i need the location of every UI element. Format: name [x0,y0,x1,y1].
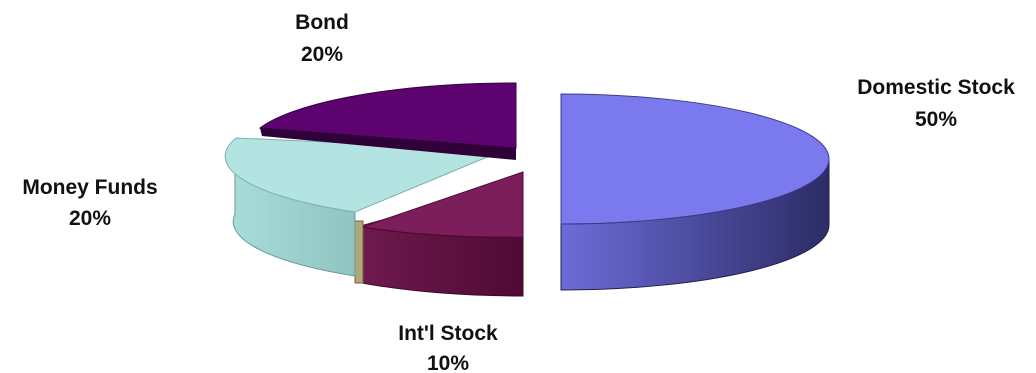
slice-money-funds-top [224,137,505,213]
label-domestic-stock-value: 50% [915,108,957,131]
slice-intl-stock-top [361,171,524,238]
slice-domestic-stock-top [560,93,830,225]
label-bond-value: 20% [301,43,343,66]
slice-bond-top [258,82,517,149]
label-intl-stock-value: 10% [427,352,469,373]
label-intl-stock-name: Int'l Stock [398,322,498,345]
label-money-funds-value: 20% [69,207,111,230]
slice-bond-edge [260,128,516,160]
label-bond-name: Bond [295,11,349,34]
label-money-funds-name: Money Funds [22,176,157,199]
label-domestic-stock-name: Domestic Stock [857,76,1015,99]
slice-separator [354,220,364,284]
